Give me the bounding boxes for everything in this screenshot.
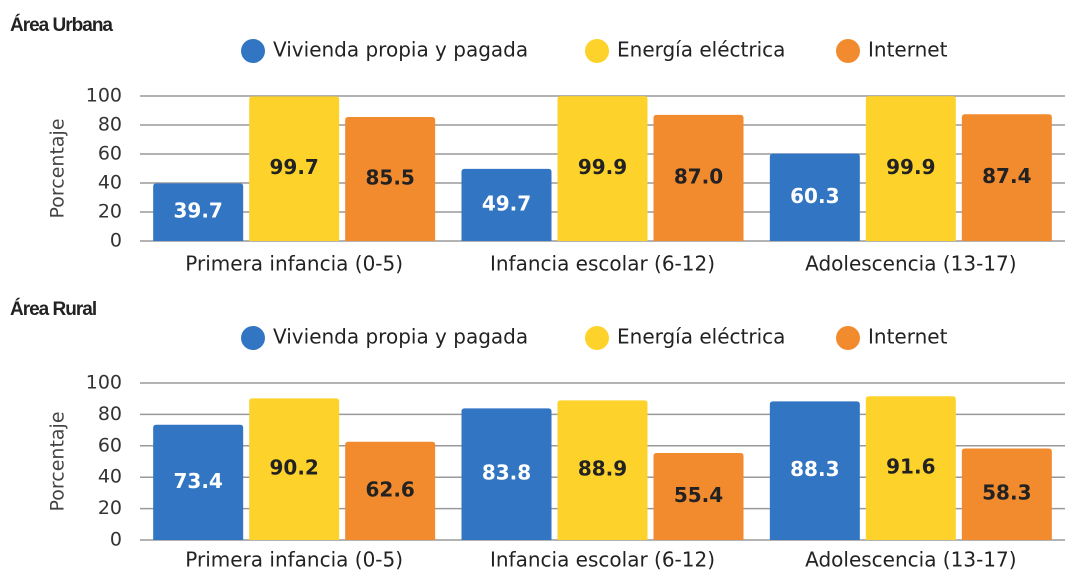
legend-swatch: [585, 39, 609, 63]
data-label: 87.0: [674, 164, 723, 188]
legend-swatch: [241, 39, 265, 63]
bar: [153, 424, 244, 540]
bar: [461, 168, 552, 241]
chart-title: Área Rural: [10, 298, 96, 320]
data-label: 87.4: [982, 164, 1031, 188]
data-label: 55.4: [674, 483, 723, 507]
data-label: 99.9: [578, 155, 627, 179]
legend-label: Vivienda propia y pagada: [273, 325, 528, 349]
y-axis-label: Porcentaje: [47, 411, 69, 511]
y-axis-label: Porcentaje: [47, 118, 69, 218]
bar: [153, 183, 244, 241]
legend-swatch: [836, 326, 860, 350]
y-tick-label: 100: [86, 85, 122, 107]
y-tick-label: 20: [98, 497, 122, 519]
y-tick-label: 20: [98, 201, 122, 223]
legend-label: Internet: [868, 325, 948, 349]
x-tick-label: Adolescencia (13-17): [805, 548, 1016, 572]
y-tick-label: 60: [98, 434, 122, 456]
x-tick-label: Primera infancia (0-5): [185, 548, 403, 572]
bar: [865, 396, 956, 540]
bar: [961, 114, 1052, 241]
y-tick-label: 40: [98, 466, 122, 488]
x-tick-label: Primera infancia (0-5): [185, 252, 403, 276]
bar: [865, 96, 956, 242]
y-tick-label: 0: [110, 230, 122, 252]
data-label: 90.2: [269, 456, 318, 480]
data-label: 49.7: [482, 191, 531, 215]
bar: [557, 400, 648, 540]
data-label: 88.9: [578, 457, 627, 481]
x-tick-label: Infancia escolar (6-12): [490, 252, 715, 276]
legend-label: Internet: [868, 38, 948, 62]
data-label: 62.6: [365, 477, 414, 501]
y-tick-label: 0: [110, 529, 122, 551]
bar: [249, 398, 340, 540]
data-label: 99.9: [886, 155, 935, 179]
y-tick-label: 60: [98, 143, 122, 165]
chart-title: Área Urbana: [10, 14, 113, 36]
data-label: 60.3: [790, 184, 839, 208]
y-tick-label: 100: [86, 372, 122, 394]
data-label: 83.8: [482, 461, 531, 485]
x-tick-label: Infancia escolar (6-12): [490, 548, 715, 572]
legend-swatch: [585, 326, 609, 350]
bar: [557, 96, 648, 242]
x-tick-label: Adolescencia (13-17): [805, 252, 1016, 276]
data-label: 88.3: [790, 457, 839, 481]
legend-label: Energía eléctrica: [617, 38, 785, 62]
legend-label: Vivienda propia y pagada: [273, 38, 528, 62]
bar: [461, 408, 552, 540]
data-label: 58.3: [982, 481, 1031, 505]
bar: [769, 153, 860, 241]
y-tick-label: 80: [98, 403, 122, 425]
data-label: 85.5: [365, 166, 414, 190]
y-tick-label: 40: [98, 172, 122, 194]
bar: [769, 401, 860, 540]
data-label: 91.6: [886, 455, 935, 479]
data-label: 39.7: [173, 199, 222, 223]
legend-swatch: [241, 326, 265, 350]
legend-label: Energía eléctrica: [617, 325, 785, 349]
bar: [653, 114, 744, 241]
data-label: 73.4: [173, 469, 222, 493]
bar: [345, 441, 436, 540]
legend-swatch: [836, 39, 860, 63]
bar: [345, 117, 436, 241]
bar: [249, 96, 340, 241]
bar: [653, 453, 744, 540]
bar: [961, 448, 1052, 540]
data-label: 99.7: [269, 155, 318, 179]
y-tick-label: 80: [98, 114, 122, 136]
